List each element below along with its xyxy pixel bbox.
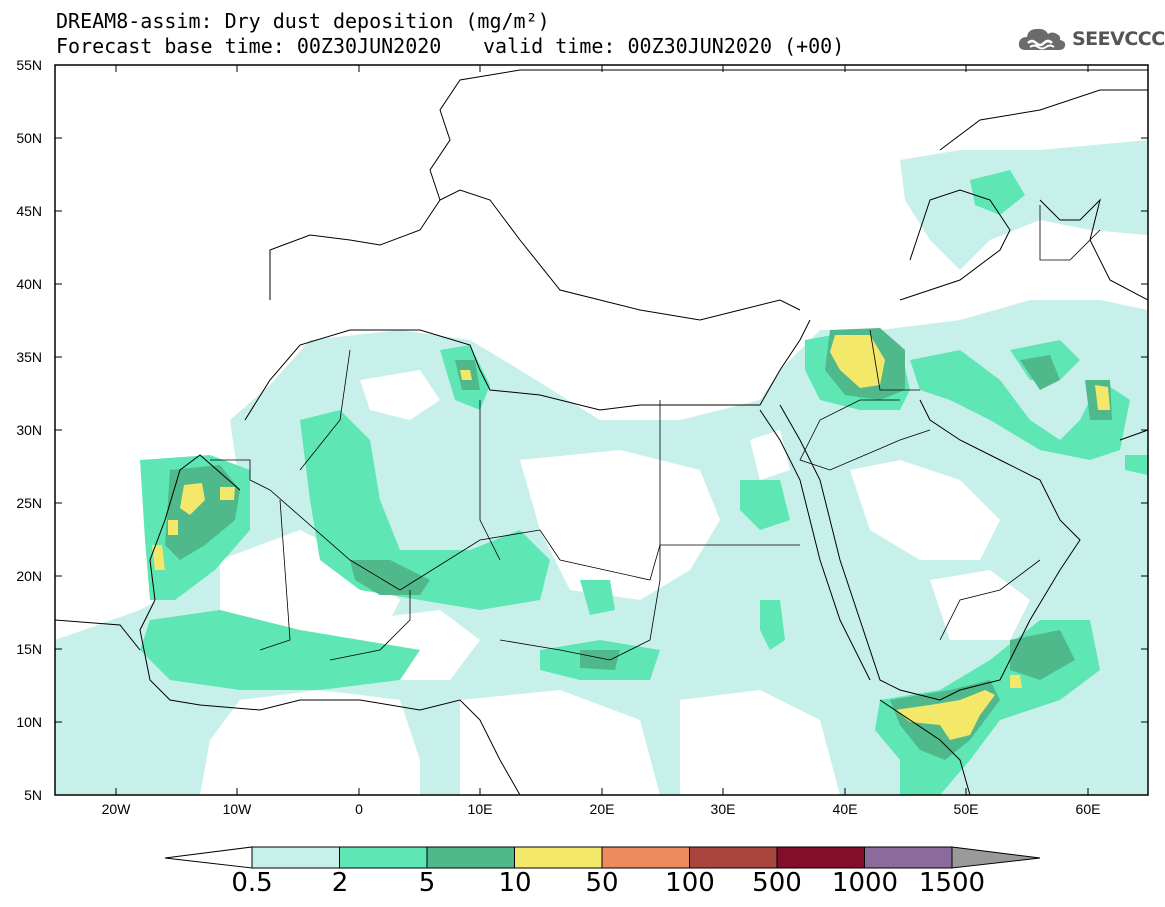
lon-label: 10E (467, 801, 493, 817)
colorbar-label: 1500 (918, 868, 986, 898)
lat-label: 45N (16, 203, 42, 219)
colorbar-box (251, 846, 340, 869)
dust-field (55, 140, 1148, 795)
logo-text: SEEVCCC (1072, 28, 1165, 50)
lat-label: 15N (16, 641, 42, 657)
lon-label: 60E (1075, 801, 1101, 817)
lat-label: 50N (16, 130, 42, 146)
lon-label: 20W (101, 801, 131, 817)
colorbar-box (426, 846, 515, 869)
lat-label: 35N (16, 349, 42, 365)
axis-ticks (55, 64, 1148, 795)
lat-label: 5N (24, 787, 42, 803)
seevccc-logo: SEEVCCC (1016, 24, 1165, 54)
colorbar-box (514, 846, 603, 869)
colorbar-box (601, 846, 690, 869)
colorbar (164, 846, 1041, 869)
lon-label: 50E (953, 801, 979, 817)
colorbar-label: 1000 (831, 868, 899, 898)
colorbar-box (776, 846, 865, 869)
colorbar-box (339, 846, 428, 869)
lon-label: 0 (355, 801, 363, 817)
clear-areas (200, 370, 1030, 795)
lat-label: 20N (16, 568, 42, 584)
colorbar-box (864, 846, 953, 869)
colorbar-label: 500 (752, 868, 802, 898)
colorbar-high-arrow (951, 846, 1041, 869)
coastlines (55, 69, 1148, 795)
colorbar-label: 5 (418, 868, 436, 898)
forecast-base-time: Forecast base time: 00Z30JUN2020 (56, 34, 442, 58)
colorbar-low-arrow (164, 846, 253, 869)
colorbar-label: 10 (498, 868, 532, 898)
map-title: DREAM8-assim: Dry dust deposition (mg/m²… (56, 9, 550, 33)
lat-label: 25N (16, 495, 42, 511)
lat-label: 40N (16, 276, 42, 292)
cloud-icon (1018, 28, 1066, 50)
colorbar-label: 100 (665, 868, 715, 898)
colorbar-label: 0.5 (231, 868, 273, 898)
lon-label: 10W (222, 801, 252, 817)
lat-label: 55N (16, 57, 42, 73)
lat-label: 10N (16, 714, 42, 730)
lon-label: 30E (710, 801, 736, 817)
lat-label: 30N (16, 422, 42, 438)
valid-time: valid time: 00Z30JUN2020 (+00) (483, 34, 845, 58)
dust-level-10 (152, 335, 1110, 740)
colorbar-box (689, 846, 778, 869)
country-borders (210, 205, 1101, 661)
lon-label: 20E (589, 801, 615, 817)
lon-label: 40E (832, 801, 858, 817)
colorbar-label: 2 (331, 868, 349, 898)
colorbar-label: 50 (585, 868, 619, 898)
